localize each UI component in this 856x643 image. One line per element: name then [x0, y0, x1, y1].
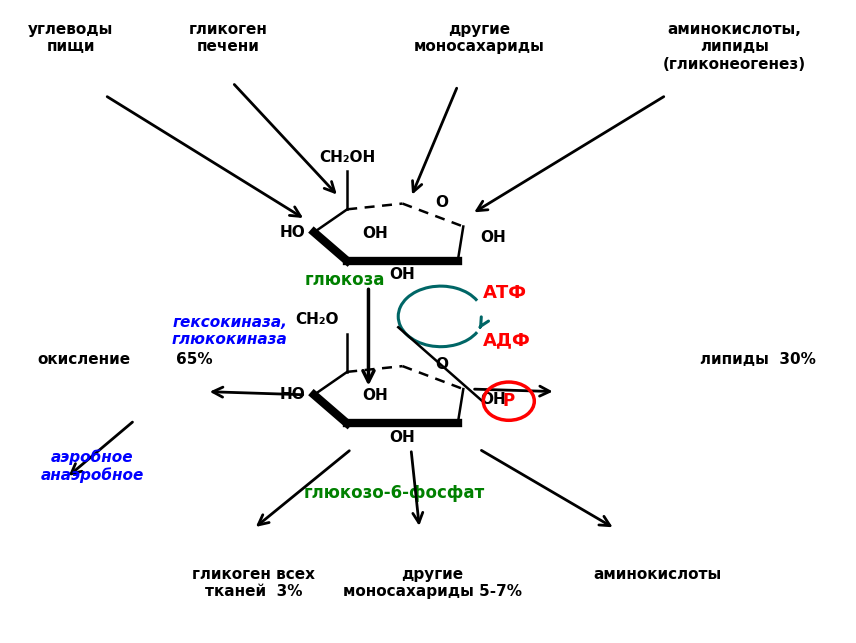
Text: глюкоза: глюкоза [305, 271, 385, 289]
Text: гликоген
печени: гликоген печени [188, 22, 268, 54]
Text: аминокислоты,
липиды
(гликонеогенез): аминокислоты, липиды (гликонеогенез) [663, 22, 805, 72]
Text: OH: OH [480, 392, 506, 408]
Text: O: O [435, 358, 448, 372]
Text: углеводы
пищи: углеводы пищи [28, 22, 114, 54]
Text: OH: OH [389, 430, 415, 445]
Text: 65%: 65% [175, 352, 212, 367]
Text: другие
моносахариды: другие моносахариды [413, 22, 544, 54]
Text: АДФ: АДФ [484, 332, 531, 350]
Text: P: P [502, 392, 514, 410]
Text: OH: OH [480, 230, 506, 245]
Text: глюкозо-6-фосфат: глюкозо-6-фосфат [303, 484, 484, 502]
Text: OH: OH [362, 226, 388, 240]
Text: гексокиназа,
глюкокиназа: гексокиназа, глюкокиназа [172, 315, 288, 347]
Text: АТФ: АТФ [484, 284, 527, 302]
Text: O: O [435, 195, 448, 210]
Text: CH₂OH: CH₂OH [319, 150, 375, 165]
Text: гликоген всех
тканей  3%: гликоген всех тканей 3% [192, 567, 315, 599]
Text: другие
моносахариды 5-7%: другие моносахариды 5-7% [342, 567, 522, 599]
Text: липиды  30%: липиды 30% [700, 352, 816, 367]
Text: HO: HO [280, 387, 306, 403]
Text: аминокислоты: аминокислоты [593, 567, 722, 582]
Text: аэробное
анаэробное: аэробное анаэробное [40, 449, 144, 483]
Text: OH: OH [389, 267, 415, 282]
Text: CH₂O: CH₂O [295, 312, 339, 327]
Text: окисление: окисление [37, 352, 130, 367]
Text: OH: OH [362, 388, 388, 403]
Text: HO: HO [280, 225, 306, 240]
